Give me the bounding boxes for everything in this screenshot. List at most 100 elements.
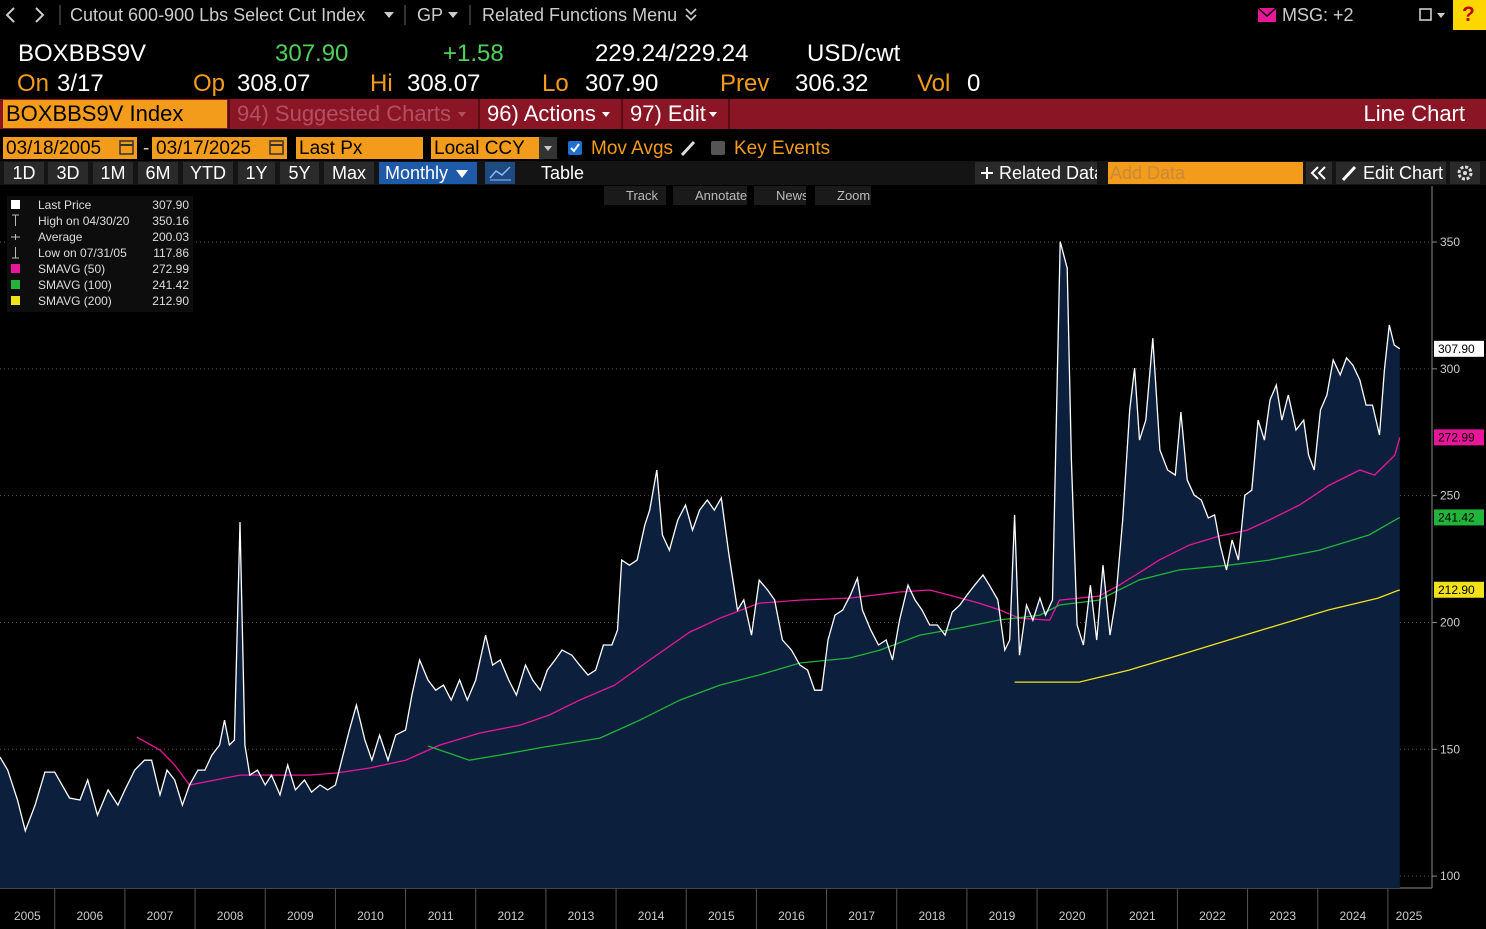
edit[interactable]: 97) Edit [630, 101, 706, 126]
x-tick-label: 2017 [848, 909, 875, 923]
legend-icon [11, 296, 20, 305]
start-date[interactable]: 03/18/2005 [6, 138, 102, 159]
legend-label: SMAVG (50) [38, 262, 106, 276]
edit-chart[interactable]: Edit Chart [1363, 163, 1444, 183]
x-tick-label: 2020 [1059, 909, 1086, 923]
security-box[interactable] [3, 100, 227, 128]
chevron[interactable] [685, 14, 697, 22]
related-data[interactable]: Related Data [999, 163, 1097, 183]
dropdown-caret[interactable] [384, 12, 394, 18]
low-label: Lo [542, 70, 569, 97]
dropdown-caret[interactable] [709, 112, 717, 117]
start-date-box[interactable] [3, 137, 137, 159]
security-title[interactable]: Cutout 600-900 Lbs Select Cut Index [70, 5, 366, 25]
legend-value: 307.90 [152, 198, 189, 212]
key-events[interactable]: Key Events [734, 138, 831, 159]
currency-box[interactable] [431, 137, 557, 159]
checkbox[interactable] [711, 141, 725, 155]
period-button[interactable]: YTD [183, 162, 233, 184]
x-tick-label: 2016 [778, 909, 805, 923]
chart-tool[interactable]: Zoom [815, 186, 871, 205]
window-icon[interactable] [1419, 8, 1432, 21]
x-tick-label: 2025 [1396, 909, 1423, 923]
gear-icon [1457, 165, 1473, 181]
period-label[interactable]: YTD [190, 163, 226, 183]
chart-type[interactable]: Line Chart [1363, 101, 1465, 126]
legend-label: SMAVG (100) [38, 278, 112, 292]
field-box[interactable] [296, 137, 423, 159]
moving-average-line [136, 437, 1401, 786]
chevron[interactable] [685, 8, 697, 16]
chart-tool-label[interactable]: Annotate [695, 188, 747, 203]
on-label: On [17, 70, 50, 97]
period-label[interactable]: 5Y [288, 163, 311, 183]
dropdown-caret [544, 146, 552, 151]
end-date-box[interactable] [152, 137, 287, 159]
period-label[interactable]: 6M [145, 163, 171, 183]
x-tick-label: 2023 [1269, 909, 1296, 923]
top-bar: Cutout 600-900 Lbs Select Cut Index GP R… [0, 0, 1486, 30]
end-date[interactable]: 03/17/2025 [156, 138, 252, 159]
legend-value: 212.90 [152, 294, 189, 308]
table[interactable]: Table [541, 163, 585, 183]
related-data-box[interactable]: Related Data [975, 162, 1097, 184]
security[interactable]: BOXBBS9V Index [6, 101, 184, 126]
suggested-charts[interactable]: 94) Suggested Charts [237, 101, 452, 126]
control-icons [119, 137, 725, 159]
period-button[interactable]: 1M [93, 162, 133, 184]
period-button[interactable]: 1Y [238, 162, 275, 184]
frequency-box[interactable] [379, 162, 477, 184]
period-button[interactable]: 6M [138, 162, 178, 184]
forward-arrow[interactable] [35, 7, 45, 23]
calendar-icon[interactable] [119, 140, 134, 155]
period-label[interactable]: 1Y [245, 163, 268, 183]
y-tick-label: 250 [1440, 489, 1460, 503]
source[interactable]: GP [417, 5, 444, 25]
dropdown-caret[interactable] [458, 112, 466, 117]
related-menu[interactable]: Related Functions Menu [482, 5, 678, 25]
pencil-icon[interactable] [680, 140, 696, 157]
period-label[interactable]: 1D [12, 163, 36, 183]
currency[interactable]: Local CCY [434, 138, 525, 159]
calendar-icon[interactable] [269, 140, 284, 155]
frequency[interactable]: Monthly [385, 163, 449, 183]
chart-tool-label[interactable]: Zoom [837, 188, 871, 203]
edit-chart-box[interactable] [1336, 162, 1446, 184]
back-arrow[interactable] [5, 7, 15, 23]
checkmark [570, 143, 580, 153]
period-button[interactable]: 3D [48, 162, 88, 184]
add-data[interactable]: Add Data [1110, 163, 1186, 183]
bid-ask: 229.24/229.24 [595, 40, 749, 67]
legend-icon [11, 234, 20, 240]
x-tick-label: 2015 [708, 909, 735, 923]
period-button[interactable]: Max [324, 162, 374, 184]
period-button[interactable]: 1D [4, 162, 44, 184]
help[interactable]: ? [1462, 3, 1475, 26]
x-tick-label: 2019 [989, 909, 1016, 923]
chart-tool[interactable]: Annotate [673, 186, 747, 205]
chart-tool[interactable]: News [754, 186, 806, 205]
high-label: Hi [370, 70, 393, 97]
period-label[interactable]: 3D [56, 163, 80, 183]
vol: 0 [967, 70, 981, 97]
dropdown-caret[interactable] [602, 112, 610, 117]
chart-tool-label[interactable]: News [776, 188, 806, 203]
separator [478, 99, 480, 129]
x-tick-label: 2018 [918, 909, 945, 923]
legend-value: 272.99 [152, 262, 189, 276]
x-tick-label: 2022 [1199, 909, 1226, 923]
chart-tool[interactable]: Track [604, 186, 666, 205]
add-data-box[interactable] [1108, 162, 1303, 184]
period-label[interactable]: Max [331, 163, 366, 183]
msg[interactable]: MSG: +2 [1282, 5, 1354, 25]
change: +1.58 [443, 40, 504, 67]
mov-avgs[interactable]: Mov Avgs [591, 138, 674, 159]
dropdown-caret[interactable] [448, 12, 458, 18]
dropdown-caret[interactable] [1437, 13, 1445, 18]
period-label[interactable]: 1M [100, 163, 126, 183]
chart-tool-label[interactable]: Track [626, 188, 659, 203]
help-box[interactable] [1453, 0, 1486, 30]
actions[interactable]: 96) Actions [487, 101, 596, 126]
period-button[interactable]: 5Y [280, 162, 319, 184]
field[interactable]: Last Px [299, 138, 363, 159]
